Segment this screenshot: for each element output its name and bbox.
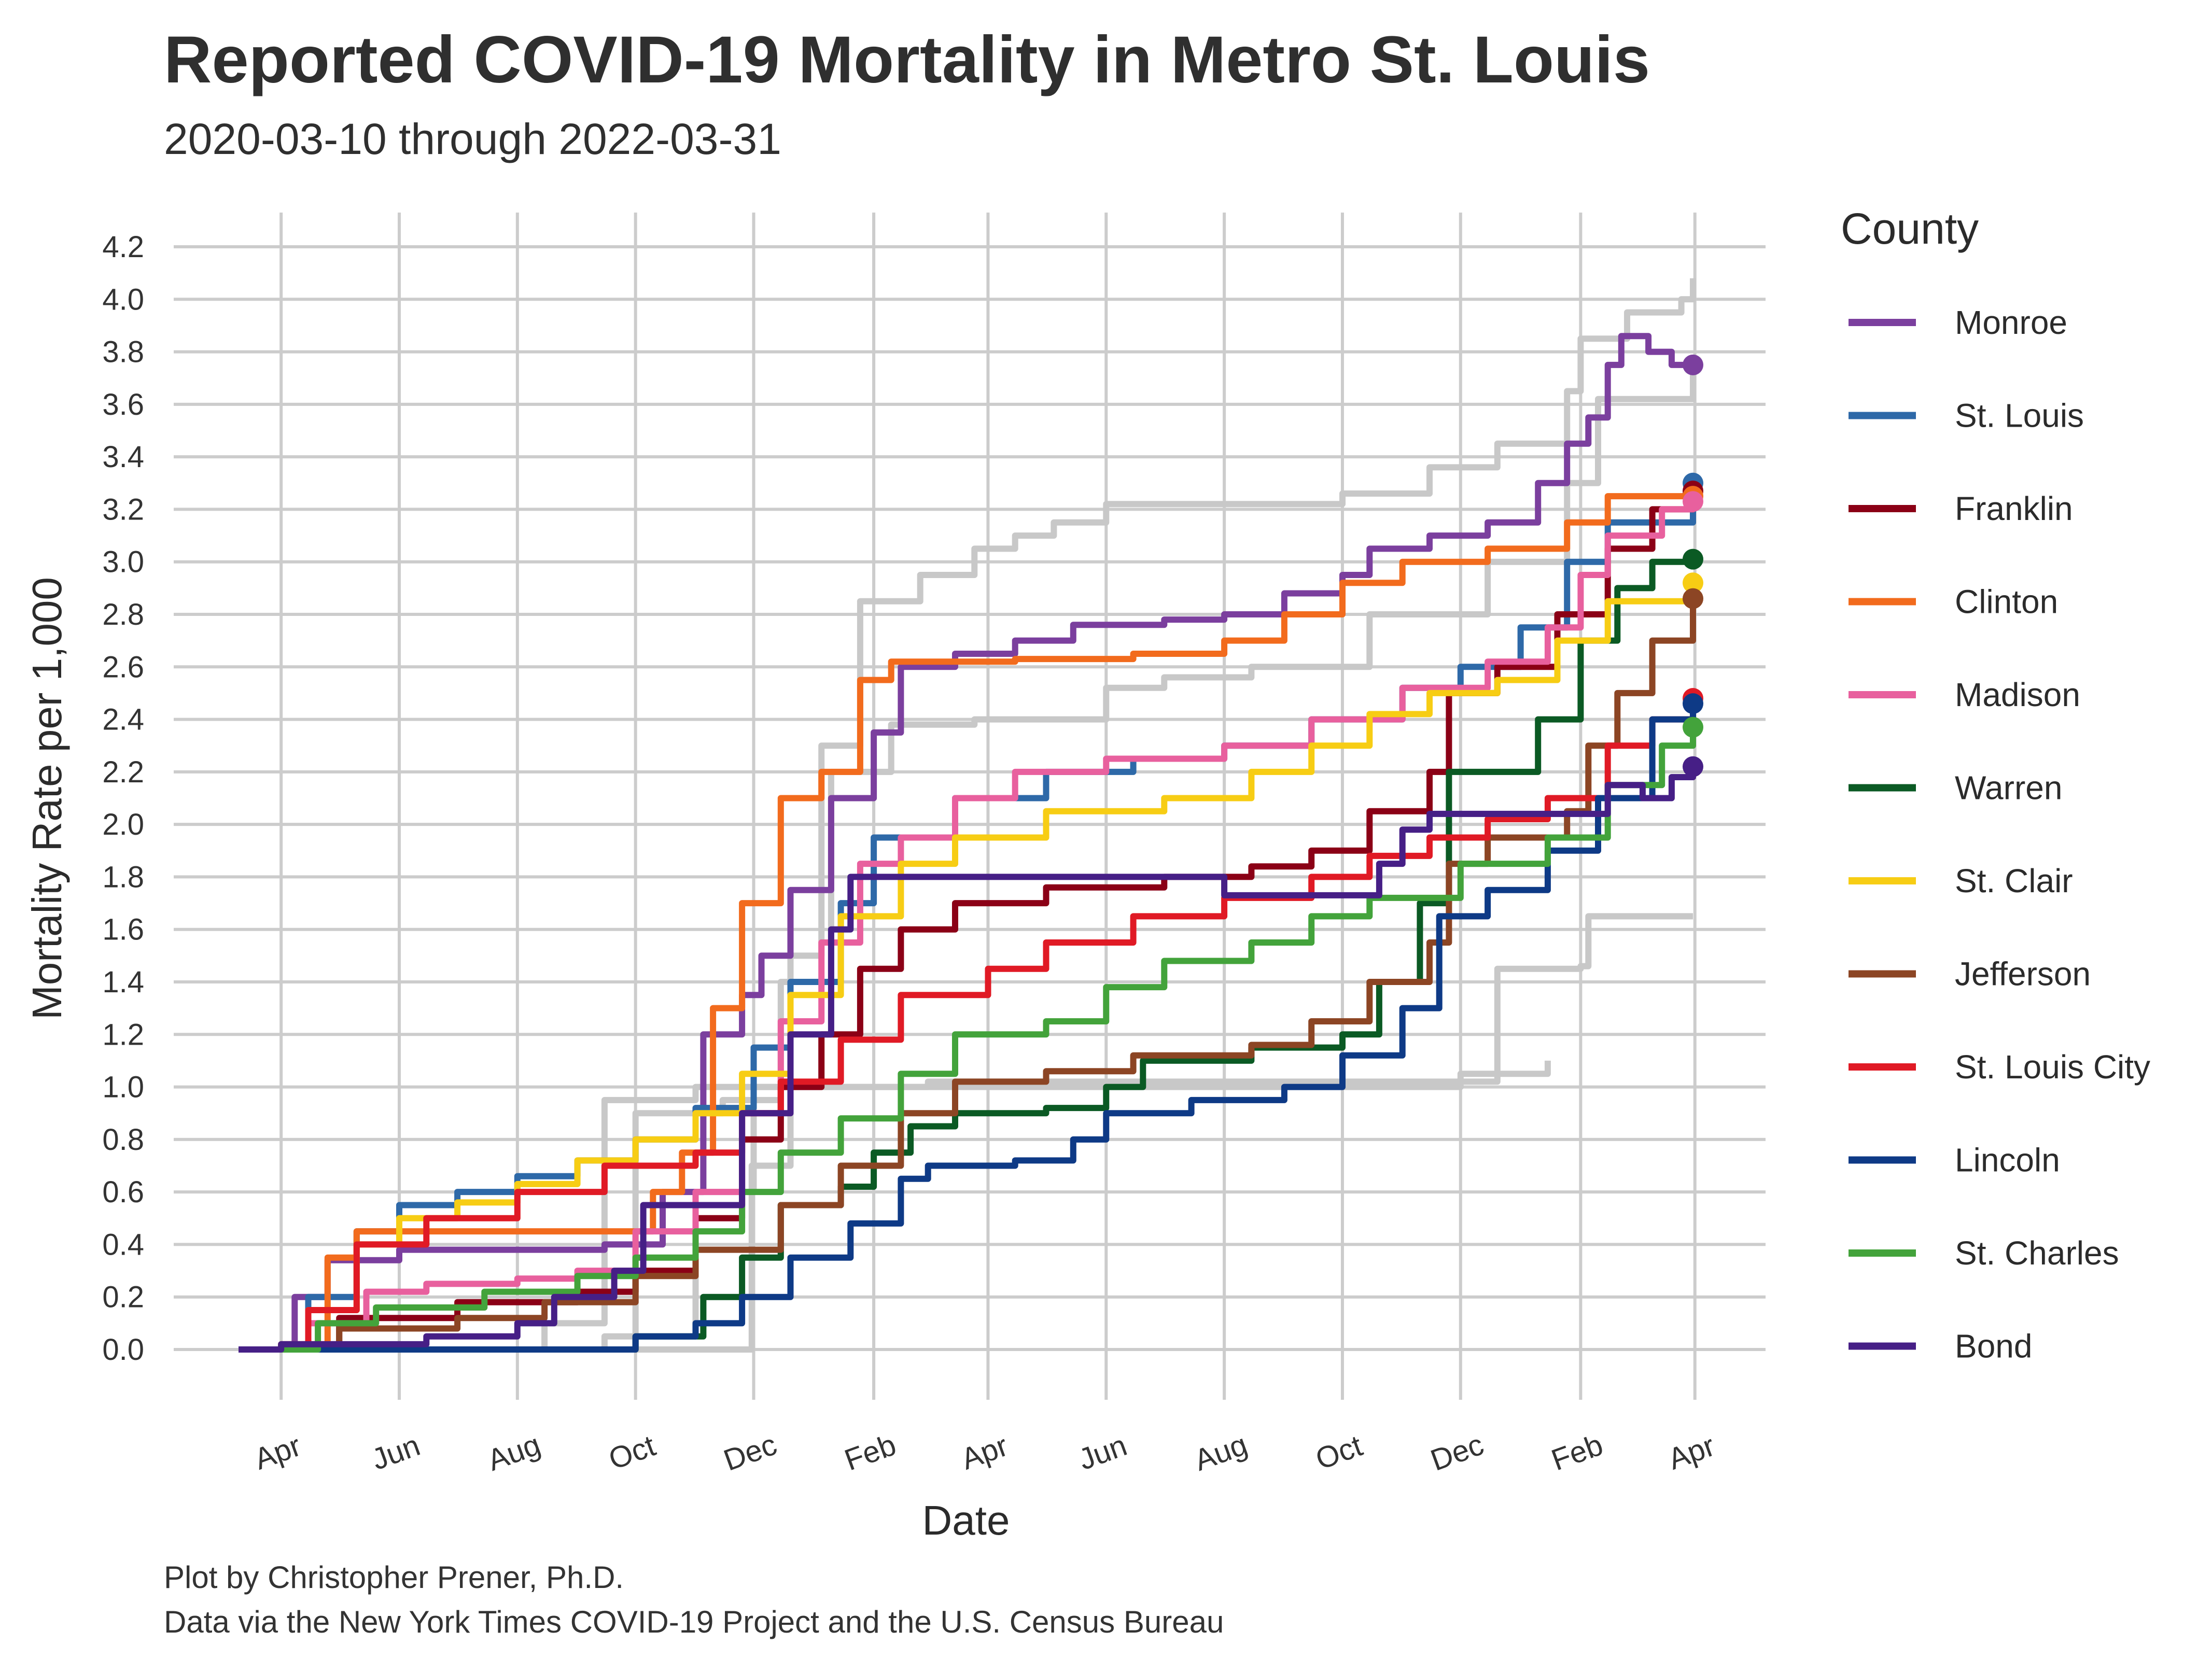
y-tick-label: 3.4 [102, 440, 144, 474]
y-tick-label: 1.0 [102, 1071, 144, 1104]
y-tick-label: 2.2 [102, 755, 144, 789]
series-line-madison [239, 501, 1696, 1353]
y-tick-label: 4.0 [102, 283, 144, 316]
x-tick-label: Oct [1311, 1429, 1367, 1477]
background-series-line [239, 278, 1696, 1353]
x-tick-label: Apr [957, 1429, 1012, 1477]
legend-title: County [1841, 204, 1979, 253]
y-tick-label: 0.2 [102, 1281, 144, 1314]
legend: Monroe St. Louis Franklin Clinton Madison War… [1849, 304, 2150, 1365]
x-tick-labels: Apr Jun Aug Oct Dec Feb Apr Jun Aug Oct Dec Feb Apr [250, 1427, 1719, 1477]
y-tick-label: 3.2 [102, 493, 144, 526]
legend-label-franklin: Franklin [1955, 490, 2073, 527]
y-tick-label: 0.6 [102, 1175, 144, 1209]
legend-label-st-louis-city: St. Louis City [1955, 1048, 2150, 1086]
series-line-bond [239, 766, 1696, 1353]
series-line-warren [239, 558, 1696, 1353]
x-gridlines [279, 213, 1697, 1400]
y-tick-label: 2.8 [102, 598, 144, 631]
x-tick-label: Feb [1547, 1428, 1607, 1477]
y-tick-labels: 0.0 0.2 0.4 0.6 0.8 1.0 1.2 1.4 1.6 1.8 2.0 2.2 2.4 2… [102, 230, 144, 1367]
x-tick-label: Apr [250, 1429, 305, 1477]
x-tick-label: Dec [1426, 1427, 1488, 1477]
series-endpoint-lincoln [1683, 693, 1703, 714]
y-tick-label: 3.6 [102, 388, 144, 421]
y-tick-label: 1.6 [102, 913, 144, 947]
y-tick-label: 0.8 [102, 1123, 144, 1157]
x-tick-label: Feb [840, 1428, 900, 1477]
series-line-jefferson [239, 598, 1696, 1353]
y-tick-label: 3.8 [102, 335, 144, 369]
y-tick-label: 1.2 [102, 1018, 144, 1051]
x-tick-label: Aug [1190, 1427, 1252, 1477]
y-axis-label: Mortality Rate per 1,000 [24, 577, 70, 1020]
legend-label-madison: Madison [1955, 676, 2080, 713]
y-tick-label: 3.0 [102, 545, 144, 579]
series-endpoint-bond [1683, 756, 1703, 777]
legend-label-clinton: Clinton [1955, 583, 2058, 621]
y-tick-label: 0.0 [102, 1333, 144, 1367]
series-endpoints [1683, 354, 1703, 777]
legend-label-lincoln: Lincoln [1955, 1142, 2060, 1179]
chart-subtitle: 2020-03-10 through 2022-03-31 [164, 115, 781, 163]
series-endpoint-madison [1683, 491, 1703, 512]
series-endpoint-warren [1683, 549, 1703, 570]
x-tick-label: Apr [1664, 1429, 1719, 1477]
caption-line-1: Plot by Christopher Prener, Ph.D. [164, 1560, 624, 1595]
x-axis-label: Date [922, 1497, 1010, 1543]
y-tick-label: 2.0 [102, 808, 144, 841]
x-tick-label: Dec [719, 1427, 781, 1477]
legend-label-jefferson: Jefferson [1955, 955, 2091, 993]
y-tick-label: 0.4 [102, 1228, 144, 1261]
series-line-clinton [239, 493, 1693, 1353]
series-endpoint-monroe [1683, 354, 1703, 375]
y-tick-label: 4.2 [102, 230, 144, 264]
series-line-lincoln [239, 704, 1696, 1353]
y-tick-label: 1.8 [102, 860, 144, 894]
legend-label-warren: Warren [1955, 769, 2062, 807]
legend-label-bond: Bond [1955, 1328, 2032, 1365]
series-endpoint-st-clair [1683, 572, 1703, 594]
series-line-monroe [239, 333, 1693, 1353]
y-tick-label: 2.6 [102, 650, 144, 684]
legend-label-st-clair: St. Clair [1955, 862, 2073, 899]
series-line-st-louis-city [239, 698, 1696, 1353]
x-tick-label: Jun [367, 1428, 424, 1477]
series-line-st-charles [239, 727, 1696, 1353]
series-endpoint-jefferson [1683, 588, 1703, 609]
y-tick-label: 1.4 [102, 965, 144, 999]
chart-title: Reported COVID-19 Mortality in Metro St.… [164, 23, 1650, 97]
legend-label-st-louis: St. Louis [1955, 397, 2084, 434]
series-endpoint-st-charles [1683, 716, 1703, 738]
x-tick-label: Oct [604, 1429, 660, 1477]
legend-label-monroe: Monroe [1955, 304, 2067, 341]
series-line-st-clair [239, 583, 1696, 1353]
series-lines [239, 333, 1696, 1353]
caption: Plot by Christopher Prener, Ph.D. Data v… [164, 1555, 1224, 1644]
legend-label-st-charles: St. Charles [1955, 1234, 2119, 1272]
x-tick-label: Jun [1074, 1428, 1131, 1477]
y-tick-label: 2.4 [102, 703, 144, 737]
caption-line-2: Data via the New York Times COVID-19 Pro… [164, 1605, 1224, 1639]
x-tick-label: Aug [483, 1427, 545, 1477]
